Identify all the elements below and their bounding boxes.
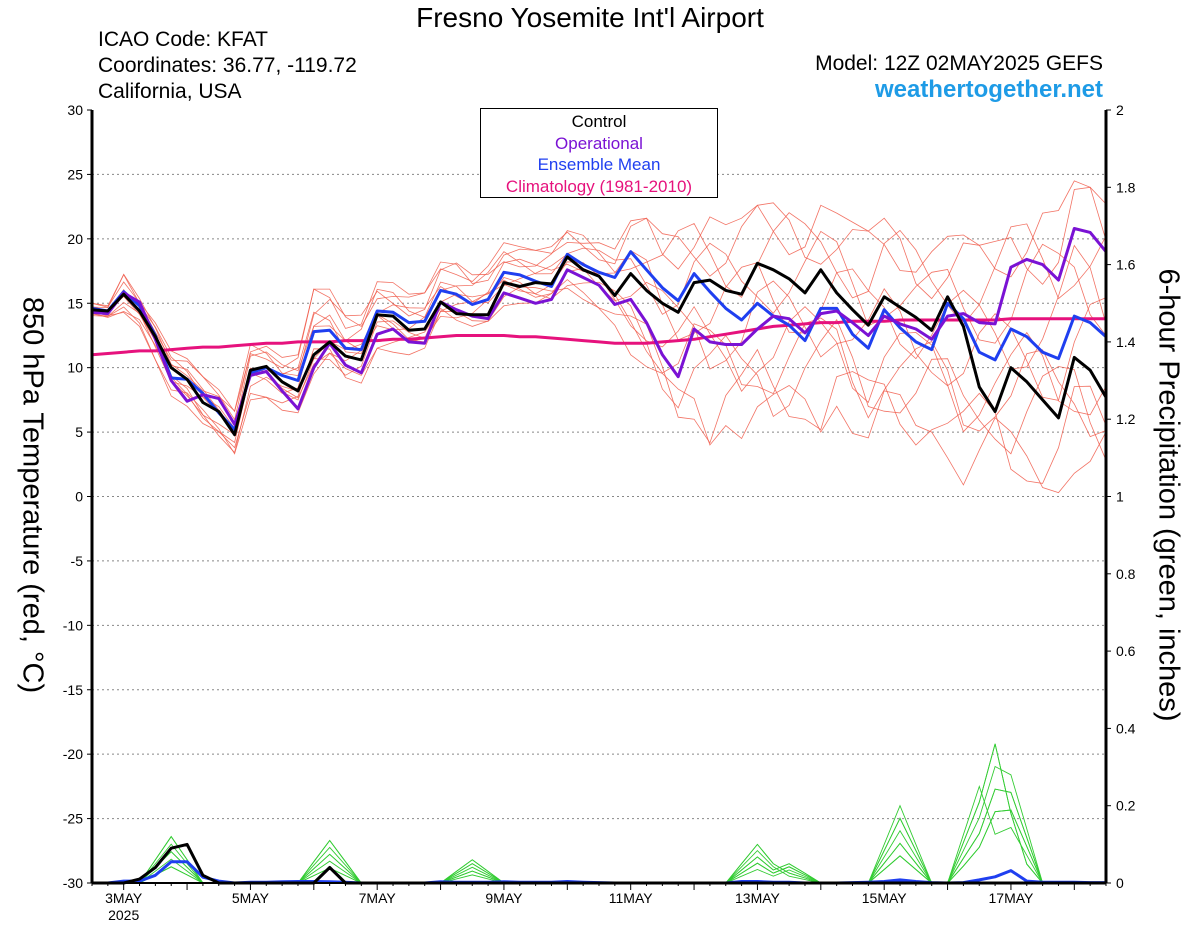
member-precipitation-line	[92, 809, 1106, 884]
y-tick-label: 30	[67, 102, 83, 118]
region: California, USA	[98, 80, 242, 103]
member-temperature-line	[91, 230, 1107, 430]
x-tick-label: 7MAY	[359, 890, 397, 906]
x-tick-label: 5MAY	[232, 890, 270, 906]
website-link[interactable]: weathertogether.net	[874, 76, 1103, 103]
y-tick-label: -5	[71, 553, 84, 569]
legend-operational: Operational	[555, 133, 643, 153]
tick-labels: 302520151050-5-10-15-20-25-3021.81.61.41…	[63, 102, 1136, 923]
member-temperature-line	[91, 212, 1107, 412]
coordinates: Coordinates: 36.77, -119.72	[98, 54, 357, 77]
x-tick-label: 13MAY	[735, 890, 781, 906]
y-tick-label: 20	[67, 231, 83, 247]
member-temperature-line	[91, 279, 1107, 494]
operational-line	[91, 227, 1108, 426]
control-line	[91, 255, 1108, 437]
y2-tick-label: 1.2	[1116, 411, 1136, 427]
x-tick-label: 9MAY	[485, 890, 523, 906]
y2-tick-label: 2	[1116, 102, 1124, 118]
axes	[87, 109, 1111, 890]
y2-tick-label: 0.4	[1116, 720, 1136, 736]
model-run: Model: 12Z 02MAY2025 GEFS	[815, 52, 1103, 75]
y2-tick-label: 0	[1116, 875, 1124, 891]
member-temperature-line	[91, 286, 1107, 484]
y-tick-label: 25	[67, 166, 83, 182]
legend-ensemble-mean: Ensemble Mean	[537, 155, 661, 174]
y2-tick-label: 0.6	[1116, 643, 1136, 659]
legend: Control Operational Ensemble Mean Climat…	[480, 108, 718, 198]
icao-code: ICAO Code: KFAT	[98, 28, 268, 51]
chart-title: Fresno Yosemite Int'l Airport	[416, 2, 764, 33]
series-lines	[91, 227, 1108, 885]
y2-tick-label: 0.8	[1116, 566, 1136, 582]
member-precipitation-line	[92, 784, 1106, 884]
y-tick-label: 5	[75, 424, 83, 440]
y-tick-label: -25	[63, 811, 83, 827]
member-precipitation-line	[92, 743, 1106, 884]
grid-lines	[92, 173, 1106, 820]
y2-tick-label: 1.8	[1116, 179, 1136, 195]
member-precipitation-line	[92, 765, 1106, 884]
x-tick-year: 2025	[108, 907, 139, 923]
member-temperature-line	[91, 186, 1107, 413]
member-precipitation-line	[92, 809, 1106, 884]
member-temperature-line	[91, 261, 1107, 436]
y-tick-label: 0	[75, 489, 83, 505]
y2-tick-label: 1.6	[1116, 257, 1136, 273]
y-tick-label: 10	[67, 360, 83, 376]
x-tick-label: 17MAY	[989, 890, 1035, 906]
y-tick-label: -15	[63, 682, 83, 698]
climatology-1981-2010-line	[91, 317, 1106, 357]
y-tick-label: -30	[63, 875, 83, 891]
member-precipitation-line	[92, 788, 1106, 884]
legend-climatology: Climatology (1981-2010)	[505, 176, 693, 196]
member-temperature-line	[91, 180, 1107, 421]
y-tick-label: -20	[63, 746, 83, 762]
y2-tick-label: 1	[1116, 489, 1124, 505]
y-tick-label: 15	[67, 295, 83, 311]
y2-tick-label: 1.4	[1116, 334, 1136, 350]
y-axis-title-right: 6-hour Precipitation (green, inches)	[1152, 268, 1185, 722]
x-tick-label: 3MAY	[105, 890, 143, 906]
x-tick-label: 11MAY	[609, 890, 653, 906]
y-tick-label: -10	[63, 617, 83, 633]
member-precipitation-line	[92, 788, 1106, 884]
y2-tick-label: 0.2	[1116, 798, 1136, 814]
member-temperature-line	[91, 277, 1107, 461]
member-precipitation-line	[92, 743, 1106, 884]
y-axis-title-left: 850 hPa Temperature (red, °C)	[16, 296, 49, 694]
legend-control: Control	[571, 112, 627, 131]
x-tick-label: 15MAY	[862, 890, 908, 906]
